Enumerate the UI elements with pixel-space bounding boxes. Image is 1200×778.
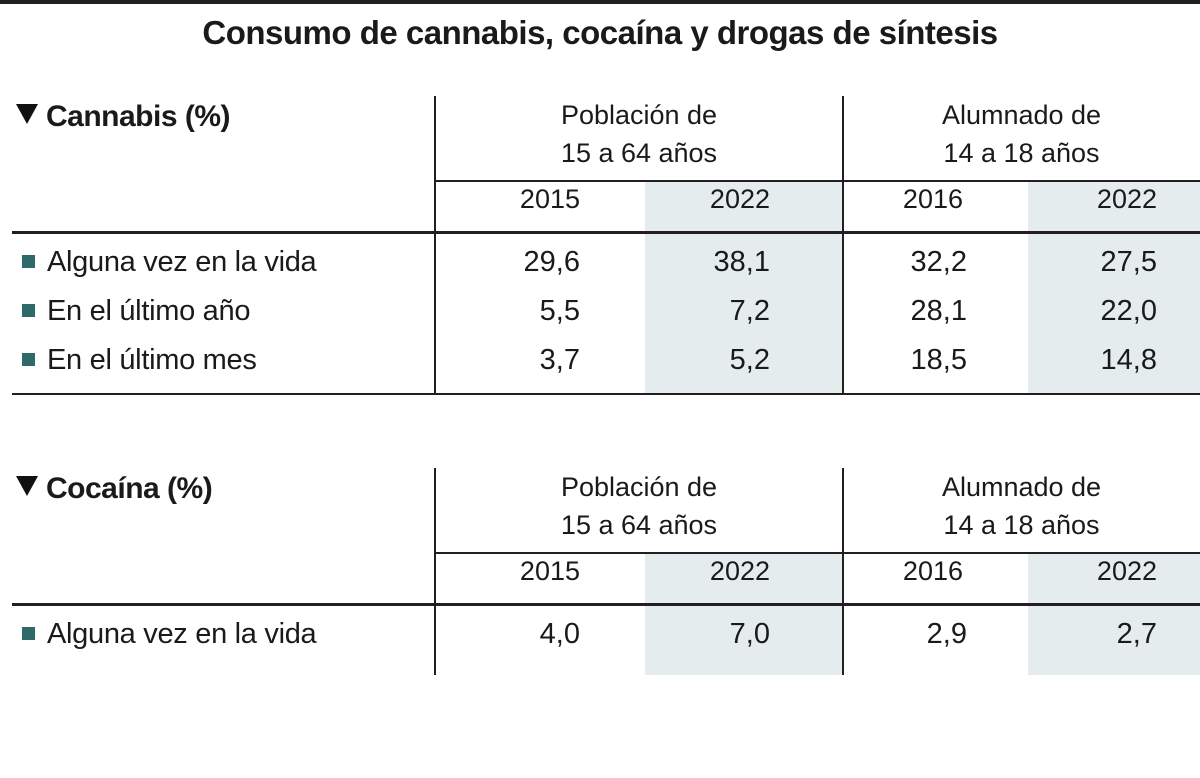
column-divider (434, 468, 436, 675)
column-year: 2015 (519, 556, 580, 586)
column-divider (842, 468, 844, 675)
column-year: 2016 (902, 556, 963, 586)
section-title: Cocaína (%) (16, 472, 213, 506)
table-cell-value: 32,2 (910, 246, 967, 278)
table-cell-value: 3,7 (539, 344, 580, 376)
shaded-column (1028, 180, 1200, 393)
table-cell-value: 5,2 (729, 344, 770, 376)
group-header-line: 15 a 64 años (560, 138, 718, 168)
table-cell-value: 38,1 (713, 246, 770, 278)
square-bullet-icon (22, 255, 35, 268)
group-header-line: Alumnado de (941, 472, 1102, 502)
table-row-label: Alguna vez en la vida (22, 618, 317, 651)
table-cell-value: 14,8 (1100, 344, 1157, 376)
table-row-label: En el último mes (22, 344, 257, 377)
square-bullet-icon (22, 353, 35, 366)
shaded-column (645, 180, 843, 393)
column-year: 2022 (1096, 184, 1157, 214)
table-cell-value: 2,7 (1116, 618, 1157, 650)
column-divider (842, 96, 844, 393)
group-header-line: Alumnado de (941, 100, 1102, 130)
column-year: 2015 (519, 184, 580, 214)
group-header: Población de 15 a 64 años (435, 468, 843, 544)
table-cell-value: 4,0 (539, 618, 580, 650)
table-cell-value: 7,0 (729, 618, 770, 650)
row-label-text: Alguna vez en la vida (47, 246, 317, 278)
group-header: Alumnado de 14 a 18 años (843, 468, 1200, 544)
group-header-line: 14 a 18 años (943, 510, 1100, 540)
row-label-text: En el último año (47, 295, 251, 327)
header-rule (12, 231, 1200, 234)
table-section-0: Cannabis (%) Población de 15 a 64 años Alum… (0, 96, 1200, 406)
table-section-1: Cocaína (%) Población de 15 a 64 años Alumn… (0, 468, 1200, 778)
page-title: Consumo de cannabis, cocaína y drogas de… (202, 14, 998, 51)
subheader-rule (435, 180, 1200, 182)
table-cell-value: 7,2 (729, 295, 770, 327)
section-title-text: Cannabis (%) (46, 100, 231, 133)
header-rule (12, 603, 1200, 606)
table-cell-value: 27,5 (1100, 246, 1157, 278)
column-year: 2022 (709, 556, 770, 586)
table-cell-value: 5,5 (539, 295, 580, 327)
group-header: Población de 15 a 64 años (435, 96, 843, 172)
triangle-down-icon (16, 104, 38, 124)
group-header-line: 14 a 18 años (943, 138, 1100, 168)
section-title: Cannabis (%) (16, 100, 231, 134)
table-cell-value: 29,6 (523, 246, 580, 278)
group-header-line: Población de (560, 100, 718, 130)
row-label-text: Alguna vez en la vida (47, 618, 317, 650)
group-header-line: 15 a 64 años (560, 510, 718, 540)
group-header-line: Población de (560, 472, 718, 502)
square-bullet-icon (22, 627, 35, 640)
shaded-column (1028, 552, 1200, 675)
square-bullet-icon (22, 304, 35, 317)
bottom-rule (12, 393, 1200, 395)
column-year: 2022 (709, 184, 770, 214)
table-row-label: Alguna vez en la vida (22, 246, 317, 279)
section-title-text: Cocaína (%) (46, 472, 213, 505)
top-rule (0, 0, 1200, 4)
table-cell-value: 22,0 (1100, 295, 1157, 327)
table-row-label: En el último año (22, 295, 250, 328)
shaded-column (645, 552, 843, 675)
column-year: 2022 (1096, 556, 1157, 586)
group-header: Alumnado de 14 a 18 años (843, 96, 1200, 172)
triangle-down-icon (16, 476, 38, 496)
table-cell-value: 18,5 (910, 344, 967, 376)
row-label-text: En el último mes (47, 344, 257, 376)
column-divider (434, 96, 436, 393)
table-cell-value: 28,1 (910, 295, 967, 327)
table-cell-value: 2,9 (926, 618, 967, 650)
column-year: 2016 (902, 184, 963, 214)
subheader-rule (435, 552, 1200, 554)
